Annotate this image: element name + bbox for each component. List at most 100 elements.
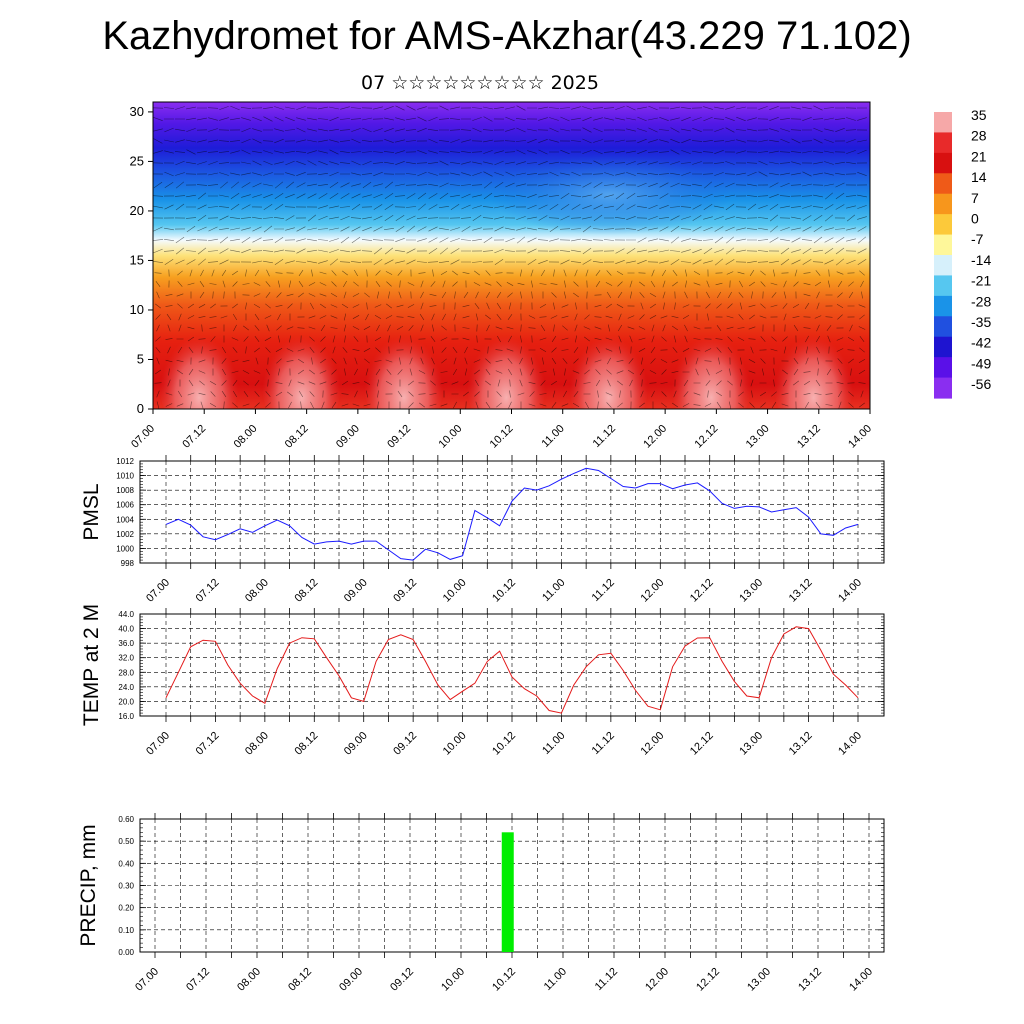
x-tick-label: 08.00 (243, 577, 271, 605)
x-tick-label: 12.00 (643, 966, 671, 994)
colorbar-label: 7 (971, 190, 979, 206)
x-tick-label: 08.00 (235, 966, 263, 994)
y-tick-label: 1000 (116, 544, 134, 553)
precip-bar (501, 832, 514, 952)
series-line (165, 467, 859, 561)
x-tick-label: 08.00 (243, 730, 271, 758)
colorbar-label: -28 (971, 293, 991, 309)
y-tick-label: 20.0 (118, 697, 134, 706)
y-tick-label: 0.50 (118, 837, 134, 846)
warm-core (363, 317, 444, 409)
x-tick-label: 12.00 (638, 730, 666, 758)
colorbar-swatch (934, 193, 952, 215)
y-tick-label: 0.40 (118, 859, 134, 868)
y-tick-label: 25 (130, 153, 144, 168)
y-tick-label: 0.20 (118, 904, 134, 913)
x-tick-label: 13.00 (737, 730, 765, 758)
x-tick-label: 09.00 (334, 423, 362, 451)
y-tick-label: 1004 (116, 515, 134, 524)
heatmap-panel: 0 5 10 15 20 25 30 07.00 07.12 08.00 08.12 09.00 09… (129, 101, 874, 451)
y-tick-label: 1006 (116, 501, 134, 510)
y-tick-label: 24.0 (118, 683, 134, 692)
series-line (165, 626, 859, 714)
y-tick-label: 36.0 (118, 639, 134, 648)
colorbar-label: 35 (971, 107, 987, 123)
colorbar: 35 28 21 14 7 0 -7 -14 -21 -28 -35 -42 -49 -56 (934, 107, 991, 399)
page-subtitle: 07 ☆☆☆☆☆☆☆☆☆ 2025 (361, 72, 599, 94)
colorbar-swatch (934, 275, 952, 297)
x-tick-label: 13.00 (737, 577, 765, 605)
x-tick-label: 07.00 (144, 730, 172, 758)
x-tick-label: 10.12 (490, 966, 518, 994)
x-tick-label: 07.12 (180, 423, 208, 451)
wind-vectors (153, 105, 868, 409)
x-tick-label: 10.00 (441, 730, 469, 758)
colorbar-swatch (934, 255, 952, 277)
x-tick-label: 09.12 (391, 730, 419, 758)
x-tick-label: 08.12 (292, 730, 320, 758)
x-tick-label: 11.12 (591, 423, 618, 450)
y-axis-title: TEMP at 2 M (80, 604, 103, 726)
x-tick-label: 12.00 (641, 423, 669, 451)
x-tick-label: 09.12 (391, 577, 419, 605)
x-tick-label: 14.00 (846, 423, 874, 451)
y-tick-label: 5 (137, 351, 144, 366)
heatmap-y-axis: 0 5 10 15 20 25 30 (130, 104, 153, 416)
y-axis-title: PMSL (80, 483, 103, 540)
wind-vector-field (153, 105, 868, 409)
colorbar-label: 21 (971, 148, 987, 164)
x-tick-label: 13.12 (787, 730, 815, 758)
x-tick-label: 12.12 (693, 423, 721, 451)
x-tick-label: 14.00 (847, 966, 875, 994)
y-tick-label: 16.0 (118, 712, 134, 721)
x-tick-label: 07.12 (194, 577, 222, 605)
y-tick-label: 30 (130, 104, 144, 119)
x-tick-label: 08.00 (232, 423, 260, 451)
warm-core (159, 317, 240, 409)
x-tick-label: 07.12 (194, 730, 222, 758)
colorbar-swatch (934, 132, 952, 154)
x-tick-label: 08.12 (292, 577, 320, 605)
temp-panel: 16.0 20.0 24.0 28.0 32.0 36.0 40.0 44.0 07.00 07.… (80, 604, 885, 758)
x-tick-label: 12.12 (688, 577, 716, 605)
x-tick-label: 10.12 (490, 577, 518, 605)
colorbar-swatch (934, 377, 952, 399)
pmsl-panel: 998 1000 1002 1004 1006 1008 1010 1012 07.00 07.1… (80, 455, 885, 605)
x-tick-label: 11.12 (590, 577, 617, 604)
x-tick-label: 13.12 (795, 423, 823, 451)
x-tick-label: 09.12 (388, 966, 416, 994)
colorbar-label: -21 (971, 273, 991, 289)
y-tick-label: 0.10 (118, 926, 134, 935)
x-tick-label: 10.00 (439, 966, 467, 994)
colorbar-swatch (934, 214, 952, 236)
x-tick-label: 07.12 (184, 966, 212, 994)
x-tick-label: 10.12 (488, 423, 516, 451)
colorbar-label: -42 (971, 335, 991, 351)
x-tick-label: 10.00 (436, 423, 464, 451)
y-axis-title: PRECIP, mm (77, 824, 100, 946)
y-tick-label: 40.0 (118, 625, 134, 634)
x-tick-label: 14.00 (836, 730, 864, 758)
y-tick-label: 1008 (116, 486, 134, 495)
y-tick-label: 20 (130, 203, 144, 218)
x-tick-label: 09.00 (342, 730, 370, 758)
warm-core (261, 317, 342, 409)
x-tick-label: 07.00 (133, 966, 161, 994)
colorbar-swatch (934, 112, 952, 134)
y-tick-label: 998 (121, 559, 135, 568)
x-tick-label: 11.00 (542, 966, 569, 993)
x-tick-label: 10.12 (490, 730, 518, 758)
y-tick-label: 0 (137, 401, 144, 416)
colorbar-swatch (934, 295, 952, 317)
page-title: Kazhydromet for AMS-Akzhar(43.229 71.102… (102, 14, 912, 58)
x-tick-label: 08.12 (286, 966, 314, 994)
colorbar-label: 0 (971, 211, 979, 227)
colorbar-label: -7 (971, 231, 984, 247)
y-tick-label: 0.60 (118, 815, 134, 824)
warm-core (773, 317, 854, 409)
y-tick-label: 32.0 (118, 654, 134, 663)
y-tick-label: 1002 (116, 530, 134, 539)
x-tick-label: 10.00 (441, 577, 469, 605)
x-tick-label: 07.00 (129, 423, 157, 451)
